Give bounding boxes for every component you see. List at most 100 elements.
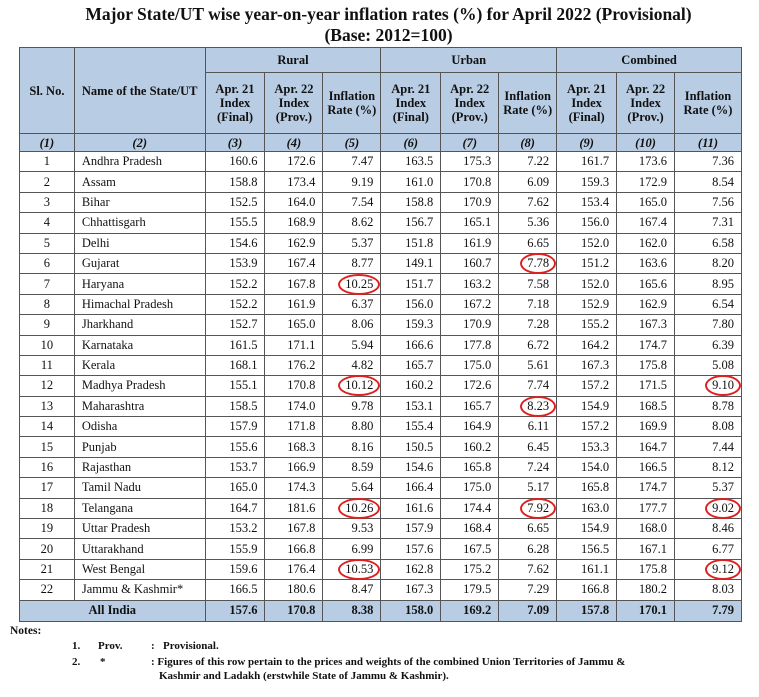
value-cell: 177.7 [616, 497, 675, 520]
value-cell: 165.0 [204, 477, 266, 499]
value-cell: 7.44 [674, 436, 742, 458]
value-cell: 156.7 [380, 212, 442, 234]
value-cell: 155.2 [556, 314, 618, 336]
table-row: 14 Odisha 157.9 171.8 8.80 155.4 164.9 6.11 157.… [19, 416, 742, 438]
value-cell: 161.5 [204, 334, 266, 356]
inflation-table: Sl. No. Name of the State/UT Rural Urban… [19, 47, 742, 622]
value-cell: 165.7 [380, 354, 442, 377]
value-cell: 151.7 [380, 273, 442, 295]
value-cell: 8.77 [322, 252, 382, 275]
value-cell: 156.0 [556, 212, 618, 234]
value-cell: 9.10 [674, 375, 742, 397]
value-cell: 8.62 [322, 212, 382, 234]
note-2-text-line-1: : Figures of this row pertain to the pri… [151, 656, 626, 668]
value-cell: 5.08 [674, 354, 742, 377]
value-cell: 168.5 [616, 395, 675, 418]
note-1-text: Provisional. [163, 640, 219, 652]
state-name-cell: Jharkhand [73, 314, 206, 336]
value-cell: 5.61 [498, 354, 558, 377]
value-cell: 167.4 [616, 212, 675, 234]
notes-heading: Notes: [10, 625, 42, 637]
value-cell: 153.1 [380, 395, 442, 418]
column-number: (9) [556, 133, 618, 152]
table-row: 18 Telangana 164.7 181.6 10.26 161.6 174.4 7.92… [19, 497, 742, 520]
value-cell: 166.5 [204, 579, 266, 601]
value-cell: 175.2 [440, 558, 500, 581]
total-label-cell: All India [19, 599, 206, 622]
subheader-combined-apr22-index: Apr. 22 Index (Prov.) [616, 72, 675, 134]
value-cell: 165.0 [616, 191, 675, 214]
value-cell: 4.82 [322, 354, 382, 377]
value-cell: 153.4 [556, 191, 618, 214]
sl-no-cell: 6 [19, 252, 75, 275]
sl-no-cell: 21 [19, 558, 75, 581]
value-cell: 172.6 [264, 150, 324, 173]
value-cell: 174.3 [264, 477, 324, 499]
value-cell: 167.3 [380, 579, 442, 601]
table-row: 11 Kerala 168.1 176.2 4.82 165.7 175.0 5.61 167.… [19, 354, 742, 377]
value-cell: 6.65 [498, 518, 558, 540]
value-cell: 8.78 [674, 395, 742, 418]
value-cell: 156.0 [380, 293, 442, 316]
value-cell: 164.2 [556, 334, 618, 356]
value-cell: 166.8 [556, 579, 618, 601]
value-cell: 170.9 [440, 314, 500, 336]
value-cell: 167.5 [440, 538, 500, 560]
value-cell: 171.5 [616, 375, 675, 397]
value-cell: 153.7 [204, 456, 266, 479]
value-cell: 161.7 [556, 150, 618, 173]
value-cell: 175.8 [616, 354, 675, 377]
value-cell: 159.6 [204, 558, 266, 581]
total-row: All India 157.6 170.8 8.38 158.0 169.2 7.09 157… [19, 599, 742, 622]
value-cell: 8.80 [322, 416, 382, 438]
state-name-cell: Punjab [73, 436, 206, 458]
sl-no-cell: 19 [19, 518, 75, 540]
state-name-cell: Odisha [73, 416, 206, 438]
state-name-cell: Andhra Pradesh [73, 150, 206, 173]
value-cell: 174.4 [440, 497, 500, 520]
table-row: 15 Punjab 155.6 168.3 8.16 150.5 160.2 6.45 153.… [19, 436, 742, 458]
value-cell: 157.9 [380, 518, 442, 540]
value-cell: 9.02 [674, 497, 742, 520]
state-name-cell: Uttarakhand [73, 538, 206, 560]
note-1-number: 1. [72, 640, 81, 652]
subheader-rural-apr21-index: Apr. 21 Index (Final) [204, 72, 266, 134]
header-state-name: Name of the State/UT [73, 47, 206, 134]
highlight-circle: 9.02 [705, 497, 741, 519]
table-row: 20 Uttarakhand 155.9 166.8 6.99 157.6 167.5 6.2… [19, 538, 742, 560]
table-row: 19 Uttar Pradesh 153.2 167.8 9.53 157.9 168.4 6… [19, 518, 742, 540]
value-cell: 152.2 [204, 293, 266, 316]
value-cell: 157.9 [204, 416, 266, 438]
value-cell: 6.77 [674, 538, 742, 560]
value-cell: 165.1 [440, 212, 500, 234]
value-cell: 159.3 [380, 314, 442, 336]
value-cell: 181.6 [264, 497, 324, 520]
value-cell: 7.36 [674, 150, 742, 173]
value-cell: 10.25 [322, 273, 382, 295]
value-cell: 163.5 [380, 150, 442, 173]
value-cell: 170.8 [264, 375, 324, 397]
value-cell: 8.03 [674, 579, 742, 601]
state-name-cell: Jammu & Kashmir* [73, 579, 206, 601]
state-name-cell: Gujarat [73, 252, 206, 275]
subheader-combined-inflation-rate: Inflation Rate (%) [674, 72, 742, 134]
value-cell: 168.1 [204, 354, 266, 377]
column-number: (5) [322, 133, 382, 152]
value-cell: 6.58 [674, 232, 742, 254]
state-name-cell: Uttar Pradesh [73, 518, 206, 540]
table-row: 3 Bihar 152.5 164.0 7.54 158.8 170.9 7.62 153.4 1… [19, 191, 742, 214]
value-cell: 155.9 [204, 538, 266, 560]
value-cell: 161.9 [264, 293, 324, 316]
state-name-cell: Tamil Nadu [73, 477, 206, 499]
highlight-circle: 10.53 [338, 559, 381, 580]
value-cell: 155.1 [204, 375, 266, 397]
value-cell: 6.72 [498, 334, 558, 356]
value-cell: 154.6 [380, 456, 442, 479]
value-cell: 157.2 [556, 375, 618, 397]
value-cell: 10.26 [322, 497, 382, 520]
value-cell: 152.2 [204, 273, 266, 295]
header-urban: Urban [380, 47, 558, 73]
value-cell: 169.9 [616, 416, 675, 438]
table-row: 1 Andhra Pradesh 160.6 172.6 7.47 163.5 175.3 7… [19, 150, 742, 173]
value-cell: 163.6 [616, 252, 675, 275]
